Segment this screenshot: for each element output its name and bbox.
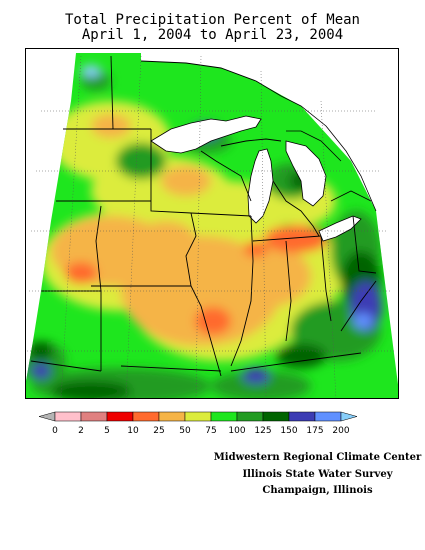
legend-swatch-11 bbox=[314, 411, 342, 422]
canada-outline bbox=[255, 80, 377, 212]
graticule bbox=[27, 55, 396, 398]
legend-tick-label: 175 bbox=[306, 426, 323, 436]
map-frame bbox=[25, 48, 399, 399]
legend-swatch-10 bbox=[288, 411, 316, 422]
legend-swatch-6 bbox=[184, 411, 212, 422]
legend-swatch-5 bbox=[158, 411, 186, 422]
legend-tick-label: 0 bbox=[52, 426, 58, 436]
legend-tick-label: 125 bbox=[254, 426, 271, 436]
legend: 0 2 5 10 25 50 75 100 125 150 175 200 bbox=[38, 411, 358, 436]
credit-line-2: Illinois State Water Survey bbox=[242, 469, 393, 480]
legend-tick-label: 50 bbox=[179, 426, 191, 436]
credit-line-1: Midwestern Regional Climate Center bbox=[213, 452, 422, 463]
map-subtitle: April 1, 2004 to April 23, 2004 bbox=[81, 27, 344, 43]
credit-line-3: Champaign, Illinois bbox=[262, 485, 373, 496]
legend-tick-label: 5 bbox=[104, 426, 110, 436]
legend-tick-label: 25 bbox=[153, 426, 164, 436]
legend-swatch-8 bbox=[236, 411, 264, 422]
state-boundaries bbox=[30, 55, 377, 377]
legend-swatch-2 bbox=[80, 411, 108, 422]
precipitation-map bbox=[26, 53, 398, 398]
legend-tick-label: 10 bbox=[127, 426, 139, 436]
legend-swatch-0 bbox=[38, 411, 56, 422]
legend-tick-label: 2 bbox=[78, 426, 84, 436]
legend-swatch-4 bbox=[132, 411, 160, 422]
legend-swatch-3 bbox=[106, 411, 134, 422]
legend-swatch-1 bbox=[54, 411, 82, 422]
legend-tick-label: 150 bbox=[280, 426, 297, 436]
legend-tick-label: 200 bbox=[332, 426, 349, 436]
legend-tick-label: 75 bbox=[205, 426, 216, 436]
legend-swatch-12 bbox=[340, 411, 358, 422]
legend-tick-label: 100 bbox=[228, 426, 245, 436]
legend-swatch-9 bbox=[262, 411, 290, 422]
map-title: Total Precipitation Percent of Mean bbox=[64, 12, 360, 28]
legend-swatch-7 bbox=[210, 411, 238, 422]
great-lakes bbox=[150, 115, 362, 242]
